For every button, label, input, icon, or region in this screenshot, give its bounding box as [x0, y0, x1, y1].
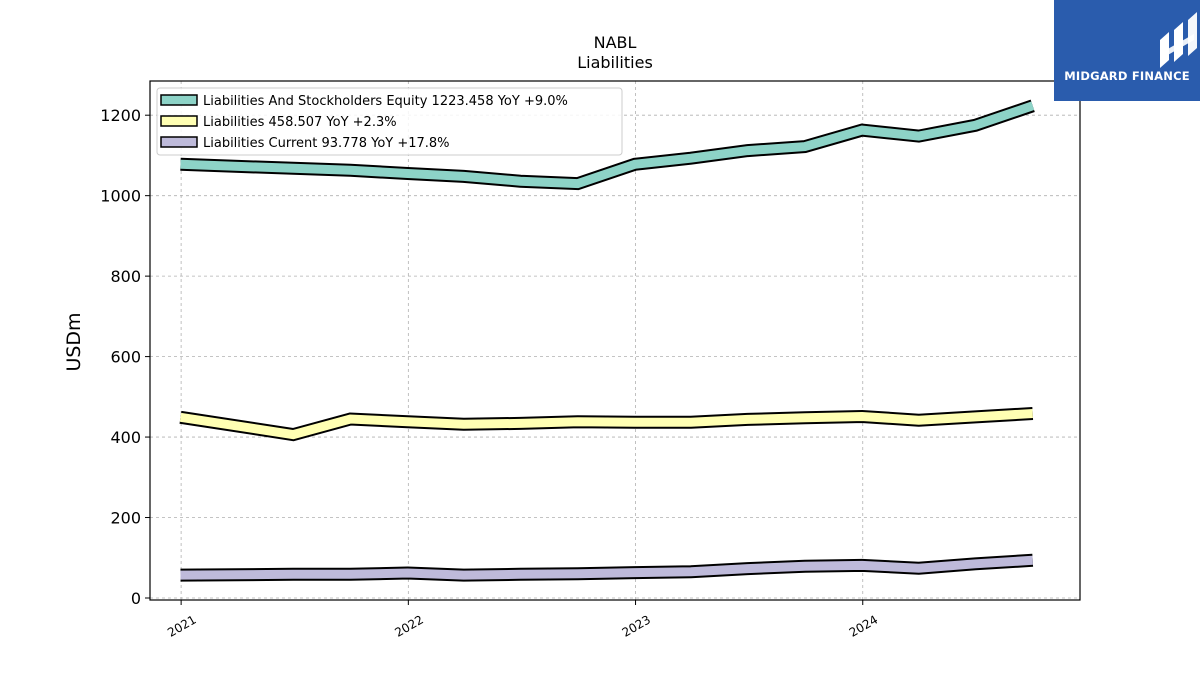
chart-subtitle: Liabilities — [577, 53, 653, 72]
legend-swatch — [160, 136, 198, 148]
x-tick-label: 2023 — [620, 612, 653, 639]
brand-name: MIDGARD FINANCE — [1064, 69, 1190, 83]
y-tick-label: 1000 — [100, 187, 141, 206]
legend-label: Liabilities Current 93.778 YoY +17.8% — [203, 136, 450, 151]
series-line — [179, 409, 1033, 440]
x-tick-label: 2021 — [165, 612, 198, 639]
series-line — [180, 101, 1035, 189]
y-tick-label: 600 — [110, 348, 141, 367]
y-tick-label: 200 — [110, 509, 141, 528]
chart-title: NABL — [594, 33, 637, 52]
logo-mark-icon — [1160, 12, 1197, 68]
legend-label: Liabilities And Stockholders Equity 1223… — [203, 94, 568, 109]
plot-frame — [149, 80, 1081, 601]
y-tick-label: 0 — [131, 589, 141, 608]
y-tick-label: 400 — [110, 428, 141, 447]
y-axis-label: USDm — [63, 312, 85, 371]
y-tick-label: 800 — [110, 267, 141, 286]
legend-swatch — [160, 115, 198, 127]
legend-box — [156, 87, 623, 156]
brand-logo: MIDGARD FINANCE — [1054, 0, 1200, 101]
x-tick-label: 2024 — [847, 612, 880, 639]
x-tick-label: 2022 — [392, 612, 425, 639]
legend-label: Liabilities 458.507 YoY +2.3% — [203, 115, 397, 130]
legend-swatch — [160, 94, 198, 106]
series-line — [180, 555, 1033, 580]
y-tick-label: 1200 — [100, 106, 141, 125]
